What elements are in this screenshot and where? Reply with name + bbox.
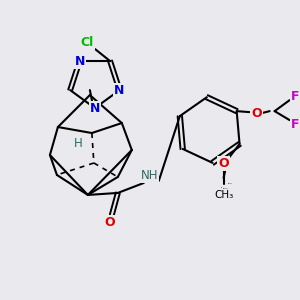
Text: methoxy: methoxy bbox=[222, 187, 229, 188]
Text: O: O bbox=[218, 158, 229, 170]
Text: methoxy: methoxy bbox=[220, 186, 227, 188]
Text: O: O bbox=[104, 216, 115, 230]
Text: N: N bbox=[90, 102, 100, 115]
Text: O: O bbox=[251, 106, 262, 120]
Text: methyl: methyl bbox=[228, 183, 232, 184]
Text: CH₃: CH₃ bbox=[214, 190, 233, 200]
Text: Cl: Cl bbox=[80, 36, 94, 49]
Text: H: H bbox=[74, 136, 82, 149]
Text: NH: NH bbox=[141, 169, 158, 182]
Text: N: N bbox=[74, 55, 85, 68]
Text: F: F bbox=[291, 90, 300, 103]
Text: N: N bbox=[114, 84, 125, 97]
Text: F: F bbox=[291, 118, 300, 130]
